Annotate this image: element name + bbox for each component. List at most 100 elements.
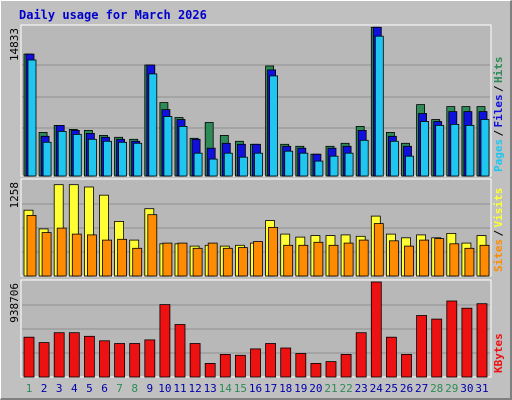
bar-sites-day-3: [56, 227, 67, 277]
bar-pages-day-19: [299, 152, 309, 177]
day-label-26: 26: [400, 382, 413, 395]
bar-pages-day-18: [284, 150, 294, 177]
bar-pages-day-29: [450, 124, 460, 177]
day-label-28: 28: [430, 382, 443, 395]
bar-kbytes-day-14: [219, 353, 231, 378]
bar-kbytes-day-25: [385, 336, 397, 378]
day-label-3: 3: [56, 382, 63, 395]
bar-pages-day-2: [42, 141, 52, 177]
bar-kbytes-day-29: [446, 300, 458, 378]
legend-pages: Pages: [492, 139, 505, 172]
bar-sites-day-17: [268, 226, 279, 277]
day-label-8: 8: [131, 382, 138, 395]
bar-kbytes-day-21: [325, 361, 337, 378]
bar-sites-day-19: [298, 244, 309, 277]
legend-hits: Hits: [492, 57, 505, 84]
bar-pages-day-10: [163, 116, 173, 177]
bar-pages-day-22: [344, 152, 354, 177]
legend-separator: /: [492, 85, 505, 92]
bar-pages-day-31: [480, 119, 490, 177]
day-label-20: 20: [309, 382, 322, 395]
bar-sites-day-26: [404, 245, 414, 277]
day-label-27: 27: [415, 382, 428, 395]
bar-kbytes-day-16: [250, 348, 261, 378]
bar-sites-day-7: [117, 238, 127, 277]
bar-pages-day-23: [359, 139, 369, 177]
bar-sites-day-6: [102, 239, 112, 277]
bar-kbytes-day-15: [234, 354, 246, 378]
legend-files: Files: [492, 94, 505, 127]
bar-sites-day-25: [388, 240, 399, 277]
legend-separator: /: [492, 130, 505, 137]
bar-sites-day-18: [283, 244, 294, 277]
bar-kbytes-day-5: [84, 335, 95, 378]
day-label-31: 31: [475, 382, 488, 395]
bar-kbytes-day-30: [461, 307, 473, 378]
bar-pages-day-6: [103, 140, 112, 177]
bar-sites-day-22: [343, 242, 354, 277]
day-label-6: 6: [101, 382, 108, 395]
bar-sites-day-20: [313, 241, 324, 277]
bar-pages-day-12: [193, 152, 203, 177]
legend-kbytes: KBytes: [492, 333, 505, 373]
bar-sites-day-16: [253, 241, 263, 277]
day-label-2: 2: [41, 382, 48, 395]
day-label-30: 30: [460, 382, 473, 395]
bar-kbytes-day-2: [38, 342, 50, 378]
bar-kbytes-day-7: [114, 343, 125, 378]
bar-sites-day-4: [71, 233, 82, 277]
day-label-23: 23: [355, 382, 368, 395]
day-label-10: 10: [158, 382, 171, 395]
day-label-7: 7: [116, 382, 123, 395]
bar-pages-day-9: [148, 73, 158, 177]
day-label-1: 1: [26, 382, 33, 395]
bar-sites-day-23: [358, 239, 369, 277]
bar-kbytes-day-4: [68, 332, 80, 378]
bar-kbytes-day-22: [340, 353, 352, 378]
day-label-16: 16: [249, 382, 262, 395]
bar-kbytes-day-17: [265, 343, 277, 378]
chart-title: Daily usage for March 2026: [19, 8, 207, 22]
bar-sites-day-5: [87, 234, 97, 277]
bar-kbytes-day-1: [23, 336, 35, 378]
bar-kbytes-day-23: [355, 332, 367, 378]
bar-sites-day-9: [147, 214, 158, 277]
bar-pages-day-15: [238, 156, 248, 177]
bar-sites-day-11: [177, 242, 188, 277]
ymax-label-visits-sites: 1258: [8, 182, 21, 209]
bar-kbytes-day-18: [280, 347, 292, 378]
bar-sites-day-10: [162, 242, 173, 277]
bar-kbytes-day-19: [295, 353, 307, 378]
bar-pages-day-4: [72, 133, 82, 177]
bar-kbytes-day-11: [174, 324, 186, 378]
legend-separator: /: [492, 230, 505, 237]
bar-pages-day-21: [329, 155, 339, 177]
bar-sites-day-28: [434, 238, 445, 277]
bar-sites-day-13: [207, 242, 218, 277]
ymax-label-hits-files-pages: 14833: [8, 28, 21, 61]
bar-pages-day-17: [269, 75, 279, 177]
day-label-11: 11: [173, 382, 186, 395]
day-label-4: 4: [71, 382, 78, 395]
day-label-21: 21: [324, 382, 337, 395]
bar-pages-day-7: [118, 141, 127, 177]
bar-sites-day-30: [464, 247, 475, 277]
legend-visits: Visits: [492, 188, 505, 228]
bar-pages-day-1: [27, 59, 37, 177]
day-label-12: 12: [188, 382, 201, 395]
bar-pages-day-3: [57, 130, 67, 177]
bar-sites-day-24: [373, 223, 384, 277]
bar-sites-day-12: [192, 247, 203, 277]
bar-sites-day-27: [419, 239, 430, 277]
day-label-18: 18: [279, 382, 292, 395]
legend-sites: Sites: [492, 239, 505, 272]
bar-pages-day-30: [465, 125, 475, 177]
bar-pages-day-20: [314, 160, 324, 177]
day-label-25: 25: [385, 382, 398, 395]
ymax-label-kbytes: 938706: [8, 283, 21, 323]
bar-kbytes-day-27: [416, 315, 428, 378]
bar-kbytes-day-31: [476, 303, 488, 378]
bar-kbytes-day-26: [401, 353, 412, 378]
bar-sites-day-15: [237, 247, 248, 277]
